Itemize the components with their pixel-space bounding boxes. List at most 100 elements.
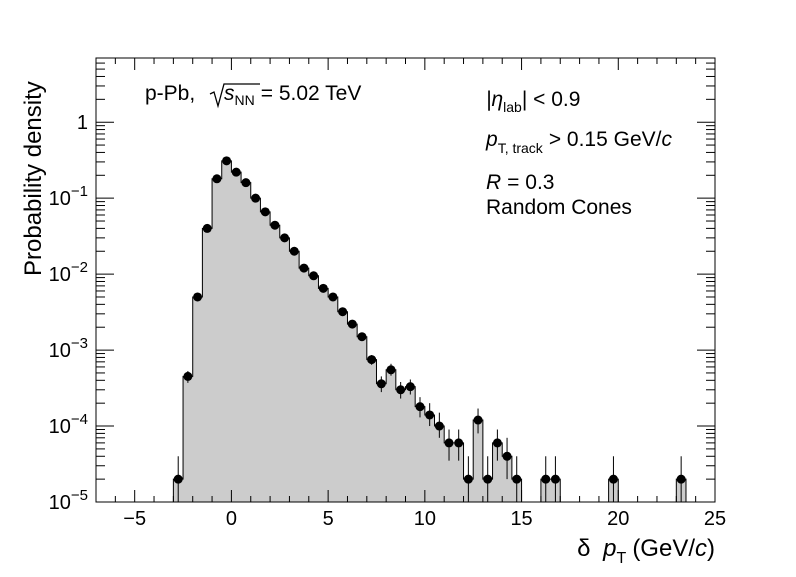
y-tick-label-exponent: −5 (71, 487, 88, 504)
y-tick-label: 1 (77, 112, 88, 134)
data-point-13 (299, 263, 309, 273)
data-point-6 (231, 167, 241, 177)
annotation-pt: pT, track > 0.15 GeV/c (485, 128, 672, 156)
annotation-eta-sub: lab (503, 99, 522, 115)
x-tick-label: 20 (607, 508, 629, 530)
annotation-eta-rest: | < 0.9 (522, 88, 581, 111)
y-tick-label-exponent: −2 (71, 259, 88, 276)
data-point-14 (309, 271, 319, 281)
y-tick-label: 10−2 (49, 259, 88, 286)
y-tick-label: 10−5 (49, 487, 88, 514)
sqrt-sign (209, 83, 260, 109)
data-point-37 (550, 474, 560, 484)
histogram-outline (172, 160, 687, 502)
annotation-pt-symbol: p (485, 128, 498, 151)
data-point-22 (386, 365, 396, 375)
data-point-24 (405, 382, 415, 392)
annotation-sqrt-sub: NN (235, 92, 255, 108)
data-point-30 (463, 474, 473, 484)
data-point-35 (512, 474, 522, 484)
annotation-system-name: p-Pb, (145, 82, 195, 105)
x-axis-title-sub: T (617, 550, 627, 567)
x-axis-title-p: p (602, 535, 616, 562)
data-point-20 (367, 355, 377, 365)
y-tick-labels: 10−510−410−310−210−11 (49, 112, 88, 514)
data-points-layer (173, 156, 686, 502)
y-axis-title: Probability density (20, 81, 47, 276)
data-point-26 (425, 410, 435, 420)
y-tick-label: 10−3 (49, 335, 88, 362)
data-point-7 (241, 178, 251, 188)
annotation-pt-rest: > 0.15 GeV/ (549, 128, 662, 151)
annotation-eta: |ηlab| < 0.9 (486, 88, 580, 115)
data-point-29 (454, 438, 464, 448)
x-axis-title-unit-c: c (695, 535, 707, 562)
x-tick-label: 15 (510, 508, 532, 530)
annotation-energy-value: = 5.02 TeV (261, 82, 362, 105)
x-axis-title-unit-close: ) (707, 535, 715, 562)
y-tick-label: 10−1 (49, 183, 88, 210)
y-tick-label-base: 10 (49, 264, 71, 286)
data-point-23 (396, 385, 406, 395)
y-tick-label-base: 10 (49, 340, 71, 362)
x-tick-label: 0 (226, 508, 237, 530)
data-point-0 (173, 474, 183, 484)
data-point-31 (473, 415, 483, 425)
data-point-3 (202, 223, 212, 233)
y-tick-label-base: 10 (49, 492, 71, 514)
annotation-radius-rest: = 0.3 (507, 171, 554, 194)
data-point-21 (376, 379, 386, 389)
annotation-sqrt-s: s (224, 82, 235, 105)
y-tick-label-base: 10 (49, 416, 71, 438)
data-point-17 (338, 307, 348, 317)
data-point-36 (541, 474, 551, 484)
y-tick-label-exponent: −3 (71, 335, 88, 352)
x-axis-title: δ pT (GeV/c) (577, 535, 715, 567)
data-point-9 (260, 207, 270, 217)
y-tick-label-base: 1 (77, 112, 88, 134)
data-point-28 (444, 438, 454, 448)
x-tick-label: 10 (414, 508, 436, 530)
data-point-11 (280, 233, 290, 243)
data-point-4 (212, 174, 222, 184)
data-point-38 (608, 474, 618, 484)
x-axis-title-unit-open: (GeV/ (632, 535, 695, 562)
x-tick-labels: −5 0 5 10 15 20 25 (123, 508, 726, 530)
data-point-18 (347, 319, 357, 329)
annotation-radius-var: R (486, 171, 501, 194)
data-point-15 (318, 283, 328, 293)
y-tick-label-base: 10 (49, 188, 71, 210)
data-point-33 (492, 438, 502, 448)
annotation-eta-symbol: |η (486, 88, 503, 111)
data-point-10 (270, 220, 280, 230)
data-point-16 (328, 292, 338, 302)
data-point-5 (222, 156, 232, 166)
histogram-layer (172, 160, 687, 502)
annotation-energy: sNN = 5.02 TeV (224, 82, 361, 108)
data-point-34 (502, 451, 512, 461)
data-point-25 (415, 402, 425, 412)
data-point-27 (434, 421, 444, 431)
y-tick-label-exponent: −1 (71, 183, 88, 200)
data-point-19 (357, 332, 367, 342)
data-point-8 (251, 193, 261, 203)
histogram-fill (173, 160, 686, 502)
x-tick-label: 5 (323, 508, 334, 530)
data-point-39 (676, 474, 686, 484)
y-tick-label: 10−4 (49, 411, 88, 438)
data-point-32 (483, 474, 493, 484)
x-axis-title-delta: δ (577, 535, 590, 562)
data-point-12 (289, 246, 299, 256)
annotation-radius: R = 0.3 (486, 171, 554, 194)
annotation-method: Random Cones (486, 196, 632, 219)
axis-ticks (95, 57, 716, 503)
annotation-system: p-Pb, (145, 82, 195, 105)
x-tick-label: −5 (123, 508, 146, 530)
annotation-pt-unit: c (661, 128, 672, 151)
data-point-2 (193, 292, 203, 302)
annotation-pt-sub: T, track (498, 140, 544, 156)
data-point-1 (183, 371, 193, 381)
x-tick-label: 25 (704, 508, 726, 530)
